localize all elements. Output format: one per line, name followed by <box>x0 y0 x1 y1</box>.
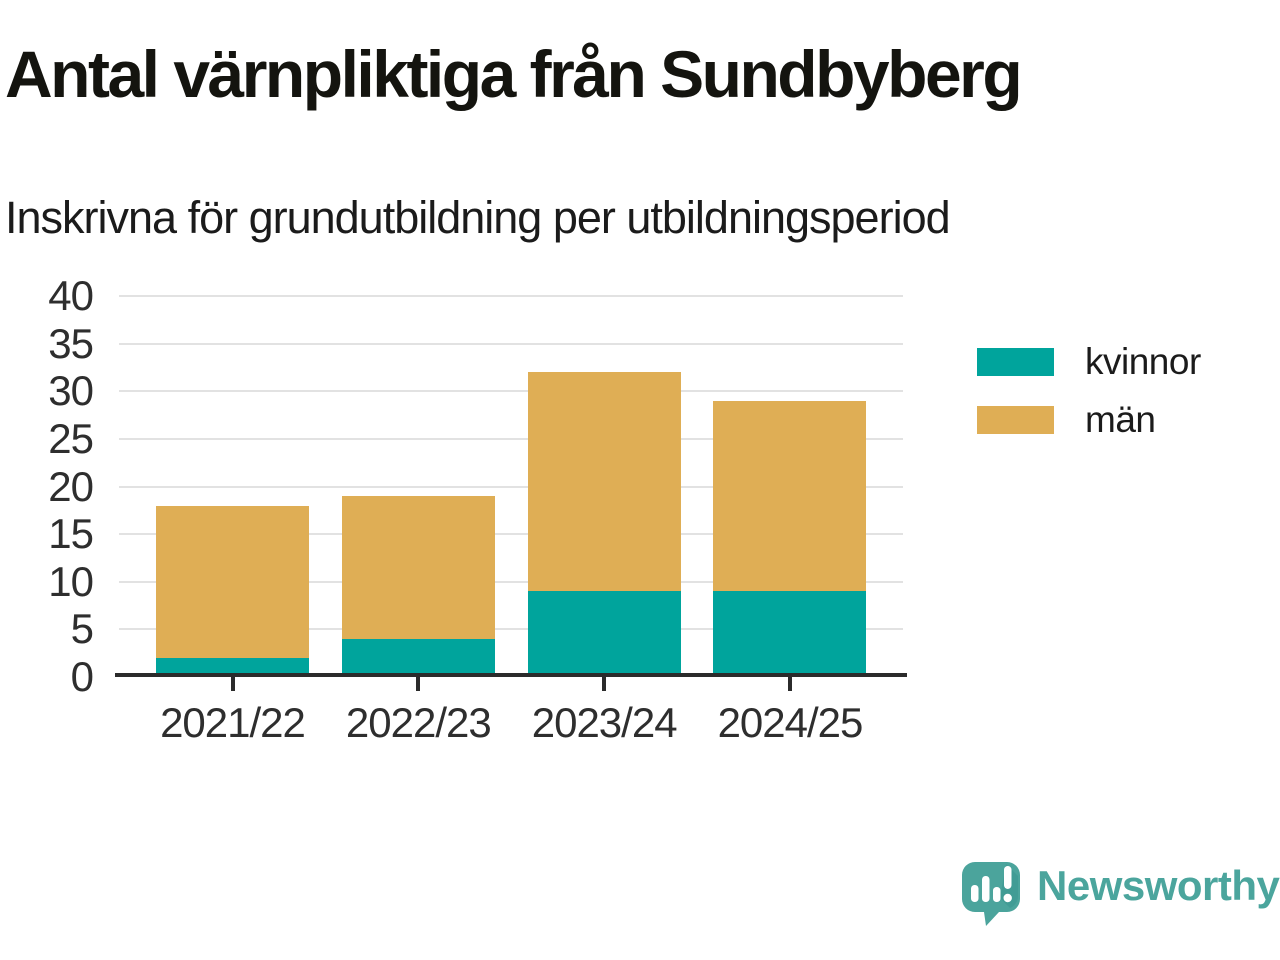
y-tick-label-15: 15 <box>48 510 94 558</box>
legend-swatch-kvinnor <box>977 348 1054 376</box>
y-tick-label-25: 25 <box>48 414 94 462</box>
x-tick-2024-25 <box>787 677 792 691</box>
x-axis-line <box>115 673 907 677</box>
plot-area: 0 5 10 15 20 25 30 35 40 2021/22 2022/23 2023/24 20… <box>48 275 907 746</box>
gridline-30 <box>119 390 903 393</box>
legend-item-kvinnor: kvinnor <box>977 340 1201 384</box>
legend-label-kvinnor: kvinnor <box>1085 341 1201 382</box>
bar-2022-23-kvinnor <box>341 638 495 677</box>
bar-2022-23-män <box>341 496 495 639</box>
gridline-40 <box>119 295 903 297</box>
legend: kvinnor män <box>977 340 1201 442</box>
y-tick-label-40: 40 <box>48 272 94 319</box>
gridline-10 <box>119 580 903 583</box>
bar-2024-25-kvinnor <box>713 591 867 677</box>
x-tick-2022-23 <box>416 677 421 691</box>
x-tick-label-2023-24: 2023/24 <box>531 699 678 746</box>
bar-2023-24-män <box>527 372 681 592</box>
y-tick-label-20: 20 <box>48 462 94 510</box>
speech-bubble-bar-chart-icon <box>962 862 1020 926</box>
legend-item-män: män <box>977 398 1201 442</box>
y-tick-label-30: 30 <box>48 367 94 415</box>
y-tick-label-35: 35 <box>48 319 94 367</box>
legend-label-män: män <box>1085 399 1156 440</box>
x-tick-label-2022-23: 2022/23 <box>345 699 492 746</box>
logo-wordmark: Newsworthy <box>1037 862 1280 909</box>
gridline-5 <box>119 628 903 631</box>
x-tick-label-2021-22: 2021/22 <box>160 699 306 746</box>
chart-title: Antal värnpliktiga från Sundbyberg <box>5 37 1023 111</box>
gridline-15 <box>119 533 903 536</box>
gridline-20 <box>119 485 903 488</box>
y-tick-label-0: 0 <box>70 653 94 700</box>
newsworthy-logo: Newsworthy <box>960 860 1280 928</box>
gridline-25 <box>119 437 903 440</box>
chart-subtitle: Inskrivna för grundutbildning per utbild… <box>5 192 951 243</box>
x-tick-2021-22 <box>230 677 235 691</box>
bar-2023-24-kvinnor <box>527 591 681 677</box>
legend-swatch-män <box>977 406 1054 434</box>
y-tick-label-5: 5 <box>70 605 94 653</box>
x-tick-2023-24 <box>602 677 607 691</box>
y-tick-label-10: 10 <box>48 557 94 605</box>
bar-2021-22-kvinnor <box>156 657 309 677</box>
gridline-35 <box>119 342 903 345</box>
bar-2024-25-män <box>713 400 867 592</box>
x-tick-label-2024-25: 2024/25 <box>717 699 864 746</box>
bar-2021-22-män <box>156 505 309 658</box>
